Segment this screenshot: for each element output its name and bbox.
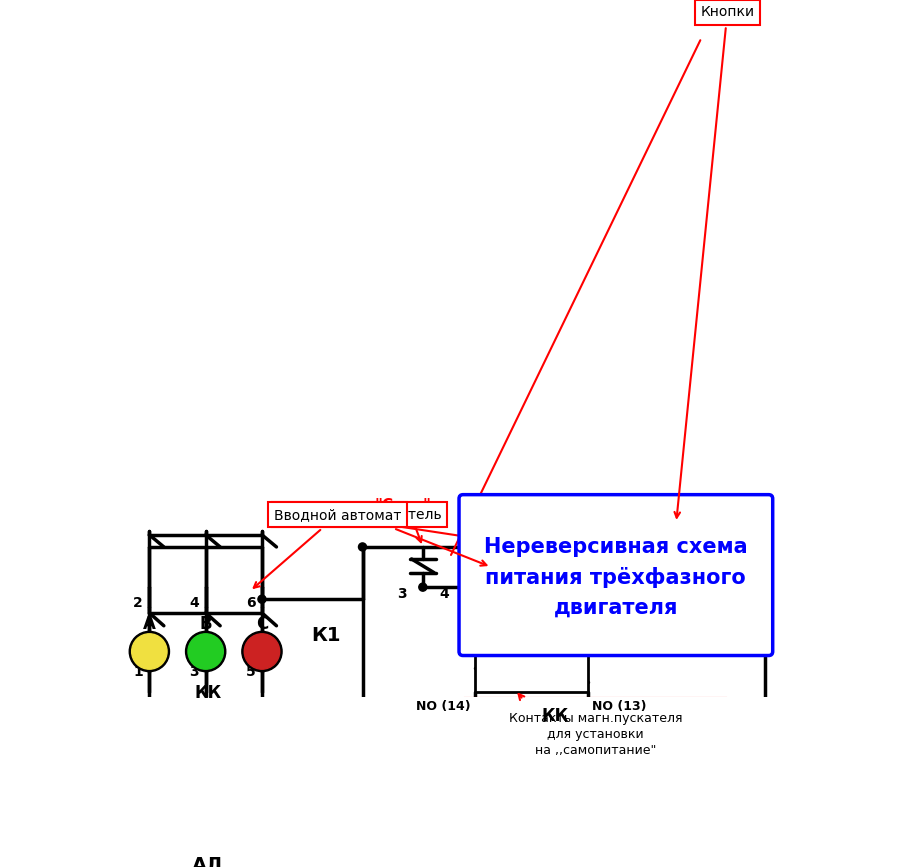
Circle shape	[520, 543, 528, 551]
Text: 3: 3	[189, 665, 199, 679]
Text: 3: 3	[397, 587, 407, 601]
Circle shape	[129, 631, 169, 672]
Text: 1: 1	[133, 665, 143, 679]
FancyBboxPatch shape	[475, 587, 588, 692]
Text: 2: 2	[540, 587, 550, 601]
Circle shape	[186, 631, 226, 672]
Text: 4: 4	[189, 596, 199, 610]
FancyBboxPatch shape	[121, 700, 294, 772]
Text: 5: 5	[246, 665, 256, 679]
Text: КК: КК	[195, 684, 222, 702]
Text: A1: A1	[706, 540, 727, 554]
Text: питания трёхфазного: питания трёхфазного	[486, 567, 746, 588]
Text: Тепловое реле
и его контакты: Тепловое реле и его контакты	[0, 866, 1, 867]
Circle shape	[520, 583, 528, 591]
Text: C: C	[256, 616, 268, 633]
FancyBboxPatch shape	[465, 698, 726, 782]
Text: Контакты магн.пускателя: Контакты магн.пускателя	[509, 712, 682, 725]
Circle shape	[132, 634, 167, 669]
Text: К1: К1	[311, 626, 341, 645]
Text: NO (13): NO (13)	[592, 700, 646, 713]
Text: на ,,самопитание": на ,,самопитание"	[535, 744, 656, 757]
Text: Нереверсивная схема: Нереверсивная схема	[484, 537, 748, 557]
Text: АД: АД	[192, 855, 224, 867]
Text: B: B	[199, 616, 212, 633]
FancyBboxPatch shape	[459, 495, 773, 655]
Text: A: A	[143, 616, 156, 633]
Text: К1: К1	[518, 630, 545, 649]
Circle shape	[244, 634, 279, 669]
Text: NO (14): NO (14)	[417, 700, 471, 713]
Text: Вводной автомат: Вводной автомат	[254, 508, 401, 588]
Text: A2: A2	[626, 540, 646, 554]
Circle shape	[520, 583, 528, 591]
Text: К1: К1	[663, 498, 689, 516]
Circle shape	[359, 543, 367, 551]
Circle shape	[242, 631, 282, 672]
FancyBboxPatch shape	[133, 707, 166, 766]
Circle shape	[419, 583, 427, 591]
Text: 1: 1	[498, 587, 507, 601]
Text: 6: 6	[246, 596, 256, 610]
FancyBboxPatch shape	[214, 707, 246, 766]
Text: "Стоп": "Стоп"	[374, 498, 431, 512]
Text: КК: КК	[542, 707, 569, 725]
FancyBboxPatch shape	[652, 531, 701, 563]
Text: для установки: для установки	[548, 727, 644, 740]
Text: Магнитный пускатель: Магнитный пускатель	[278, 508, 487, 565]
Circle shape	[583, 583, 592, 591]
Text: 4: 4	[439, 587, 449, 601]
Text: Кнопки: Кнопки	[674, 5, 754, 518]
Circle shape	[258, 595, 266, 603]
Text: "Пуск": "Пуск"	[470, 498, 528, 512]
Circle shape	[188, 634, 223, 669]
Text: Асинхронный двигатель: Асинхронный двигатель	[0, 866, 1, 867]
Text: 2: 2	[133, 596, 143, 610]
Text: двигателя: двигателя	[553, 598, 678, 618]
